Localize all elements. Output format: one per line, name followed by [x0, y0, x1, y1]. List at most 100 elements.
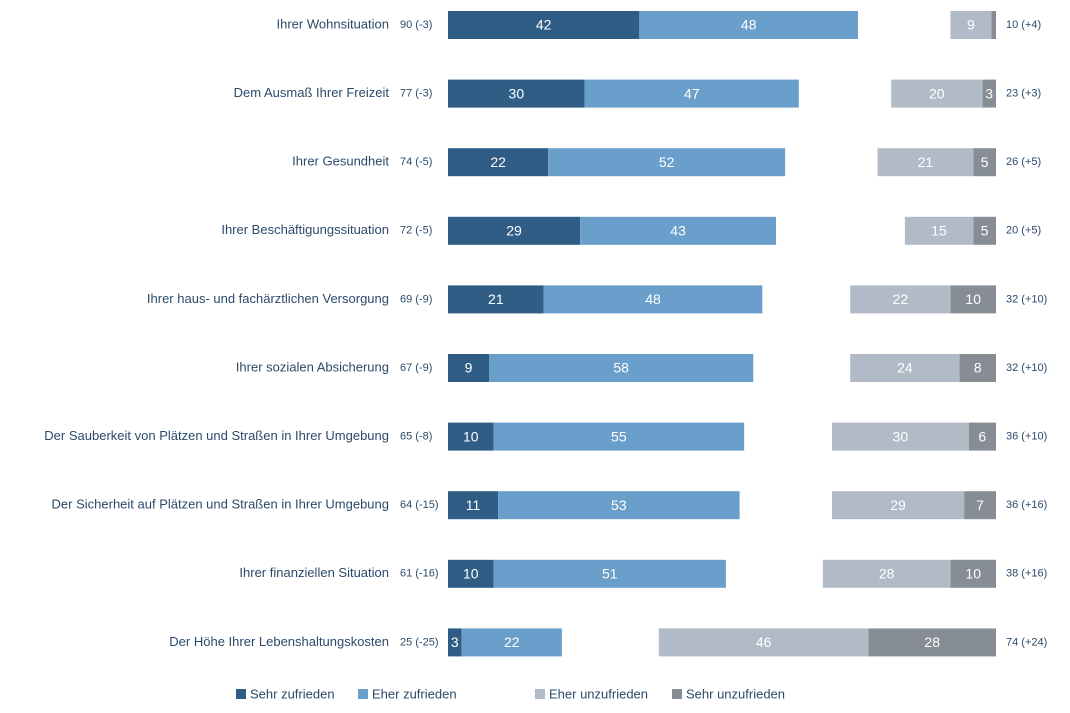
bar-segment: [448, 11, 640, 39]
bar-segment: [448, 216, 581, 245]
value-label: 51: [602, 566, 618, 582]
right-annotation: 32 (+10): [1006, 293, 1047, 305]
bar-segment: [448, 422, 494, 451]
bar-segment: [543, 285, 763, 314]
value-label: 6: [978, 428, 986, 444]
bar-segment: [950, 11, 992, 39]
value-label: 5: [981, 223, 989, 239]
category-label: Der Höhe Ihrer Lebenshaltungskosten: [169, 634, 389, 649]
left-annotation: 67 (-9): [400, 362, 432, 374]
legend-swatch: [236, 689, 246, 699]
right-annotation: 26 (+5): [1006, 156, 1041, 168]
right-annotation: 23 (+3): [1006, 88, 1041, 100]
value-label: 29: [506, 223, 522, 239]
value-label: 30: [893, 428, 909, 444]
left-annotation: 90 (-3): [400, 19, 432, 31]
value-label: 9: [465, 360, 473, 376]
bar-segment: [973, 216, 996, 245]
value-label: 22: [504, 634, 520, 650]
value-label: 48: [645, 291, 661, 307]
left-annotation: 64 (-15): [400, 499, 439, 511]
bar-segment: [493, 422, 745, 451]
value-label: 5: [981, 154, 989, 170]
value-label: 20: [929, 85, 945, 101]
legend-swatch: [358, 689, 368, 699]
bar-segment: [959, 354, 996, 382]
value-label: 29: [890, 497, 906, 513]
bar-segment: [891, 79, 983, 108]
left-annotation: 25 (-25): [400, 636, 439, 648]
bar-segment: [658, 628, 869, 657]
value-label: 47: [684, 85, 700, 101]
bar-segment: [448, 285, 544, 314]
right-annotation: 74 (+24): [1006, 636, 1047, 648]
left-annotation: 72 (-5): [400, 225, 432, 237]
bar-segment: [448, 354, 490, 382]
value-label: 10: [965, 291, 981, 307]
left-annotation: 77 (-3): [400, 88, 432, 100]
value-label: 52: [659, 154, 675, 170]
value-label: 55: [611, 428, 627, 444]
bar-segment: [831, 422, 969, 451]
value-label: 28: [924, 634, 940, 650]
bar-segment: [498, 491, 740, 520]
legend-label: Sehr zufrieden: [250, 686, 335, 701]
category-label: Ihrer finanziellen Situation: [239, 565, 389, 580]
value-label: 22: [490, 154, 506, 170]
category-label: Ihrer Beschäftigungssituation: [221, 222, 389, 237]
bar-segment: [991, 11, 996, 39]
value-label: 10: [463, 428, 479, 444]
right-annotation: 20 (+5): [1006, 225, 1041, 237]
category-label: Ihrer Wohnsituation: [277, 16, 390, 31]
value-label: 43: [670, 223, 686, 239]
bar-segment: [580, 216, 777, 245]
legend-swatch: [535, 689, 545, 699]
bar-segment: [448, 559, 494, 588]
value-label: 21: [488, 291, 504, 307]
bar-segment: [982, 79, 996, 108]
value-label: 28: [879, 566, 895, 582]
category-label: Ihrer haus- und fachärztlichen Versorgun…: [147, 291, 389, 306]
value-label: 24: [897, 360, 913, 376]
category-label: Der Sicherheit auf Plätzen und Straßen i…: [52, 497, 389, 512]
bar-segment: [448, 628, 462, 657]
bar-segment: [904, 216, 974, 245]
value-label: 48: [741, 17, 757, 33]
bar-segment: [973, 148, 996, 177]
value-label: 10: [965, 566, 981, 582]
value-label: 21: [918, 154, 934, 170]
value-label: 53: [611, 497, 627, 513]
bar-segment: [831, 491, 965, 520]
value-label: 30: [509, 85, 525, 101]
value-label: 46: [756, 634, 772, 650]
bar-segment: [461, 628, 562, 657]
right-annotation: 32 (+10): [1006, 362, 1047, 374]
value-label: 42: [536, 17, 552, 33]
left-annotation: 61 (-16): [400, 568, 439, 580]
legend-label: Eher unzufrieden: [549, 686, 648, 701]
value-label: 7: [976, 497, 984, 513]
right-annotation: 38 (+16): [1006, 568, 1047, 580]
value-label: 15: [931, 223, 947, 239]
bar-segment: [950, 285, 996, 314]
left-annotation: 69 (-9): [400, 293, 432, 305]
value-label: 8: [974, 360, 982, 376]
bar-segment: [850, 285, 951, 314]
value-label: 3: [985, 85, 993, 101]
bar-segment: [877, 148, 974, 177]
left-annotation: 65 (-8): [400, 431, 432, 443]
value-label: 11: [466, 497, 481, 513]
bar-segment: [448, 491, 499, 520]
bar-segment: [639, 11, 859, 39]
right-annotation: 36 (+10): [1006, 431, 1047, 443]
category-label: Der Sauberkeit von Plätzen und Straßen i…: [44, 428, 389, 443]
bar-segment: [822, 559, 951, 588]
value-label: 10: [463, 566, 479, 582]
bar-segment: [493, 559, 726, 588]
legend-swatch: [672, 689, 682, 699]
value-label: 22: [893, 291, 909, 307]
value-label: 3: [451, 634, 459, 650]
legend-label: Sehr unzufrieden: [686, 686, 785, 701]
category-label: Ihrer Gesundheit: [292, 154, 389, 169]
